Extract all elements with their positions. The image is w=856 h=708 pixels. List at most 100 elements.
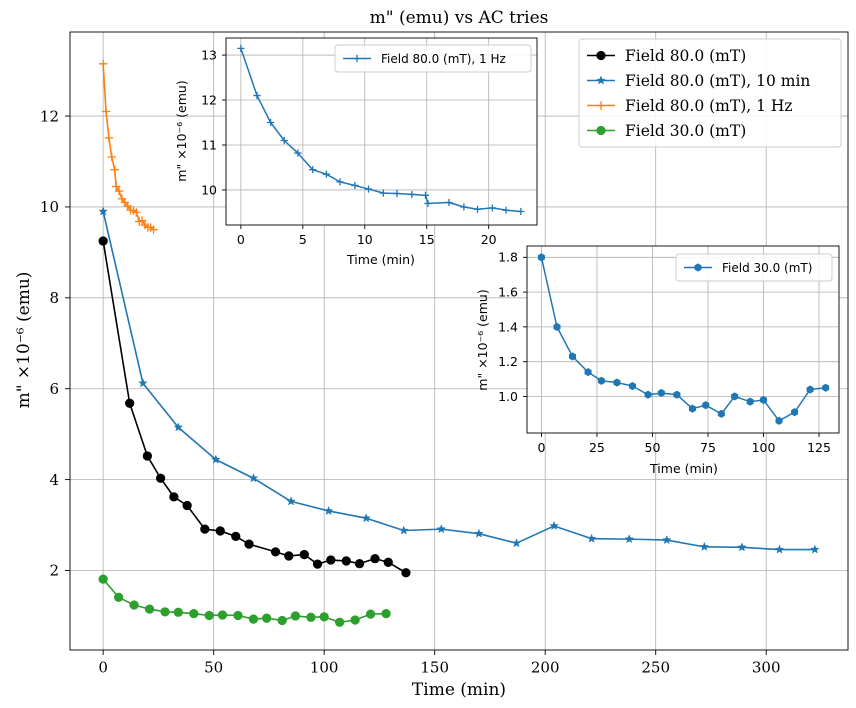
- data-point: [336, 178, 344, 186]
- axes-frame: [69, 31, 849, 651]
- data-point: [717, 409, 725, 418]
- data-point: [111, 182, 121, 191]
- data-point: [460, 203, 468, 211]
- y-tick-label: 11: [201, 137, 217, 152]
- data-point: [173, 422, 184, 432]
- y-tick-label: 2: [49, 562, 59, 580]
- legend-marker: [596, 125, 606, 136]
- data-point: [248, 614, 259, 624]
- data-point: [138, 378, 148, 388]
- legend-label: Field 80.0 (mT): [625, 47, 746, 65]
- data-point: [401, 568, 411, 578]
- data-point: [323, 505, 334, 516]
- data-point: [142, 451, 152, 461]
- data-point: [806, 385, 814, 394]
- legend: Field 80.0 (mT) Field 80.0 (mT), 10 min Fi…: [578, 38, 842, 148]
- legend-label: Field 80.0 (mT), 1 Hz: [625, 97, 793, 115]
- data-point: [182, 500, 192, 511]
- data-point: [731, 392, 739, 401]
- data-point: [98, 236, 108, 246]
- data-point: [309, 166, 317, 174]
- data-point: [584, 368, 592, 377]
- data-point: [248, 473, 259, 483]
- legend-label: Field 80.0 (mT), 1 Hz: [381, 52, 506, 66]
- x-tick-label: 5: [299, 232, 307, 247]
- data-point: [370, 554, 380, 564]
- data-point: [791, 408, 799, 417]
- data-point: [98, 59, 108, 69]
- data-point: [586, 533, 597, 543]
- data-point: [517, 207, 525, 216]
- data-point: [322, 170, 330, 178]
- data-point: [673, 390, 681, 399]
- data-point: [270, 547, 281, 557]
- x-tick-label: 25: [589, 440, 605, 455]
- data-point: [657, 388, 665, 398]
- data-point: [688, 404, 696, 413]
- data-point: [101, 107, 111, 116]
- legend-marker: [596, 101, 606, 110]
- series-layer: [237, 44, 525, 216]
- x-tick-label: 50: [204, 659, 223, 677]
- data-point: [306, 612, 316, 622]
- legend-marker: [596, 50, 606, 61]
- x-tick-label: 250: [641, 659, 670, 677]
- data-point: [644, 390, 652, 399]
- data-point: [628, 381, 637, 391]
- data-point: [488, 204, 496, 212]
- legend: Field 30.0 (mT): [675, 253, 833, 282]
- data-point: [822, 383, 830, 392]
- data-point: [104, 133, 114, 143]
- data-point: [262, 613, 272, 623]
- main-title: m" (emu) vs AC tries: [370, 8, 549, 28]
- data-point: [98, 206, 108, 216]
- y-tick-label: 13: [201, 47, 217, 62]
- data-point: [326, 555, 336, 565]
- data-point: [408, 190, 416, 199]
- inset1-y-axis-label: m" ×10⁻⁶ (emu): [174, 80, 189, 181]
- y-tick-label: 1.4: [498, 319, 518, 334]
- data-point: [613, 378, 621, 387]
- legend-marker: [596, 75, 606, 85]
- legend-label: Field 80.0 (mT), 10 min: [625, 72, 810, 90]
- data-point: [364, 185, 373, 193]
- data-point: [661, 534, 672, 545]
- data-point: [549, 520, 559, 531]
- data-point: [381, 609, 391, 619]
- data-point: [568, 352, 577, 361]
- data-point: [351, 181, 359, 190]
- series-layer: [98, 59, 820, 627]
- x-tick-label: 150: [420, 659, 449, 677]
- inset-chart-30mt: Time (min) m" ×10⁻⁶ (emu) 0 25 50 75 100 125 1…: [475, 245, 840, 476]
- data-point: [114, 186, 124, 196]
- data-point: [445, 198, 453, 207]
- data-point: [189, 609, 199, 619]
- data-point: [702, 401, 710, 410]
- data-point: [299, 549, 309, 560]
- data-point: [144, 604, 155, 614]
- data-point: [746, 397, 754, 406]
- data-point: [132, 208, 141, 217]
- data-point: [810, 544, 820, 554]
- axes-frame: [526, 245, 840, 434]
- data-point: [436, 524, 447, 534]
- x-tick-label: 300: [752, 659, 781, 677]
- data-point: [354, 559, 365, 569]
- data-point: [173, 607, 183, 617]
- y-tick-label: 10: [40, 198, 59, 216]
- data-point: [350, 615, 360, 625]
- data-point: [253, 91, 261, 100]
- data-point: [280, 136, 288, 145]
- y-tick-label: 10: [201, 182, 217, 197]
- data-point: [502, 206, 510, 214]
- data-point: [244, 539, 254, 549]
- data-point: [774, 544, 785, 554]
- x-tick-label: 100: [752, 440, 776, 455]
- data-point: [110, 165, 119, 174]
- y-tick-label: 1.8: [498, 250, 518, 265]
- data-point: [215, 526, 225, 536]
- data-point: [361, 513, 371, 523]
- data-point: [137, 216, 147, 225]
- legend-box: [334, 44, 532, 73]
